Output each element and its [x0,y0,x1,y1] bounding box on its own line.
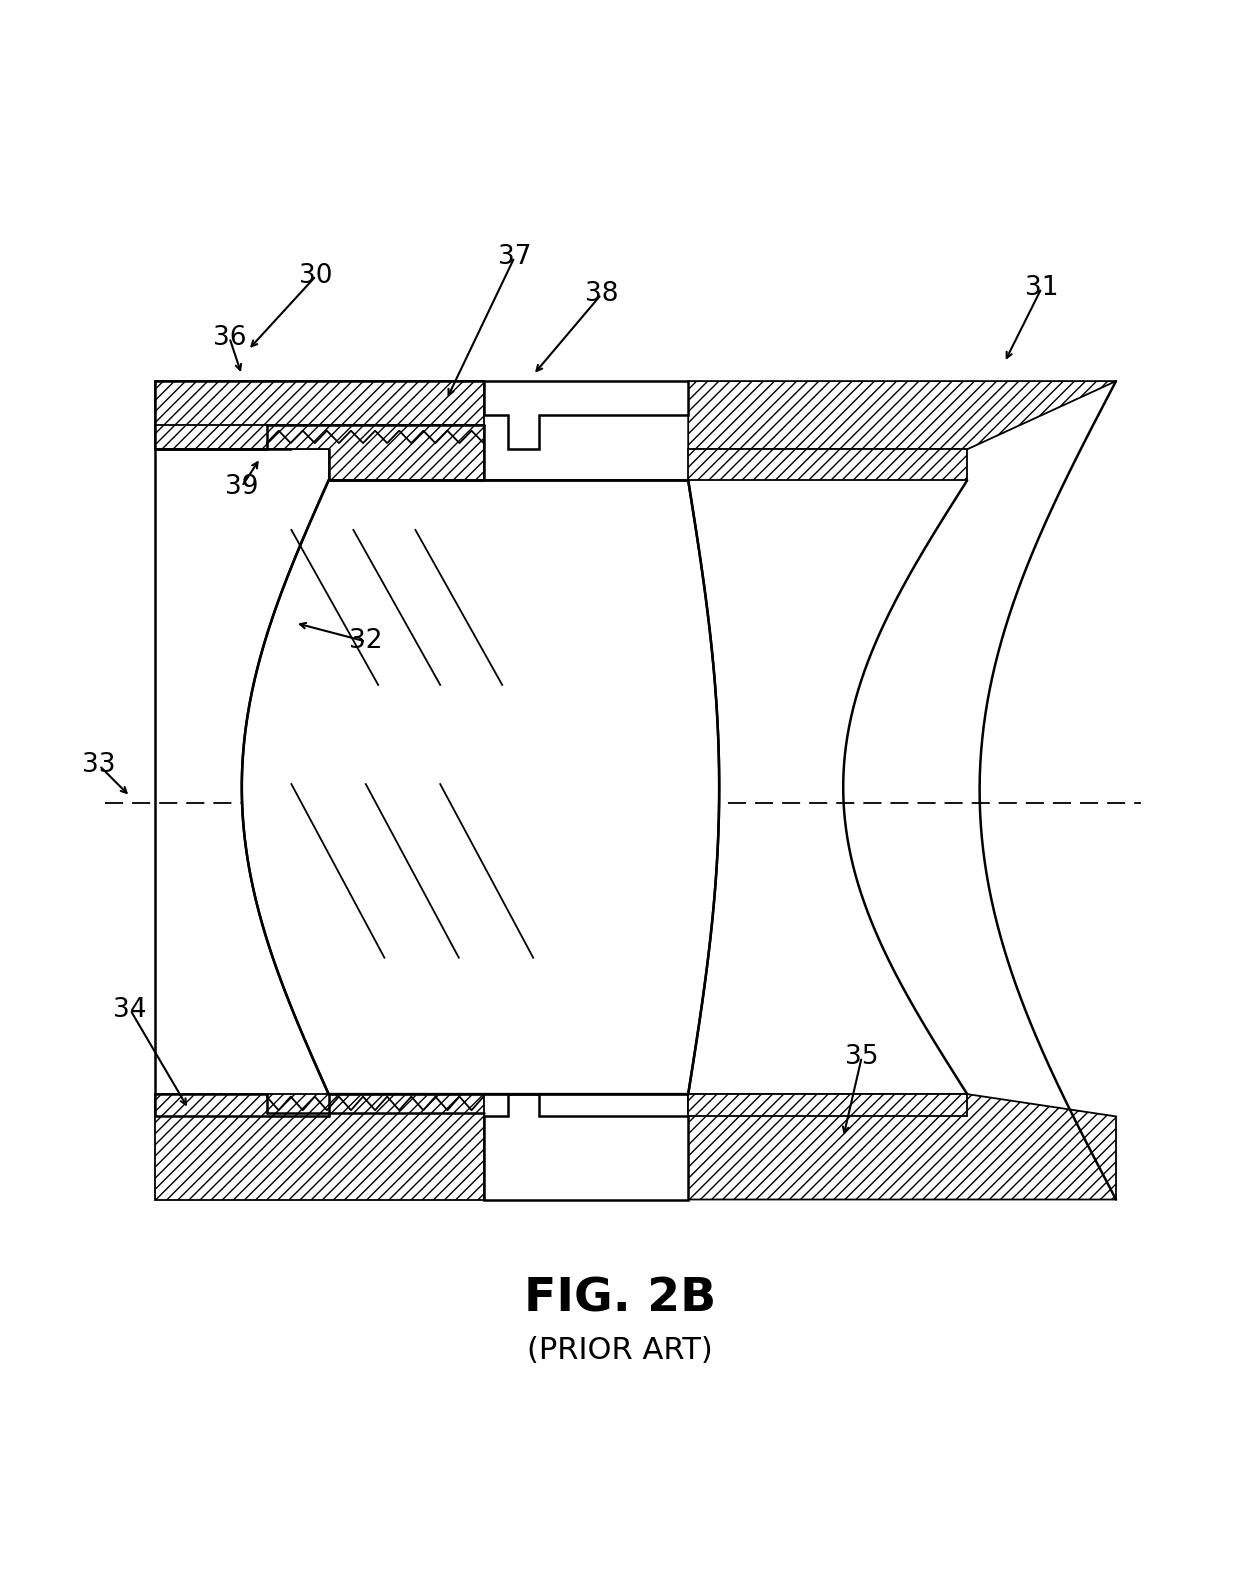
Text: 36: 36 [212,325,247,350]
Text: 34: 34 [113,997,148,1023]
Polygon shape [688,449,967,481]
Text: 38: 38 [584,282,619,307]
Polygon shape [484,381,688,449]
Text: FIG. 2B: FIG. 2B [523,1276,717,1321]
Polygon shape [688,1094,967,1117]
Polygon shape [688,1094,1116,1200]
Polygon shape [155,1094,484,1200]
Polygon shape [155,381,484,449]
Polygon shape [155,424,484,481]
Text: 39: 39 [224,473,259,500]
Text: 30: 30 [299,263,334,288]
Text: 31: 31 [1024,276,1059,301]
Text: 35: 35 [844,1043,879,1070]
Polygon shape [484,1094,688,1200]
Text: 32: 32 [348,629,383,655]
Polygon shape [688,381,1116,449]
Text: (PRIOR ART): (PRIOR ART) [527,1337,713,1365]
Polygon shape [242,481,719,1094]
Text: 33: 33 [82,752,117,779]
Text: 37: 37 [497,244,532,271]
